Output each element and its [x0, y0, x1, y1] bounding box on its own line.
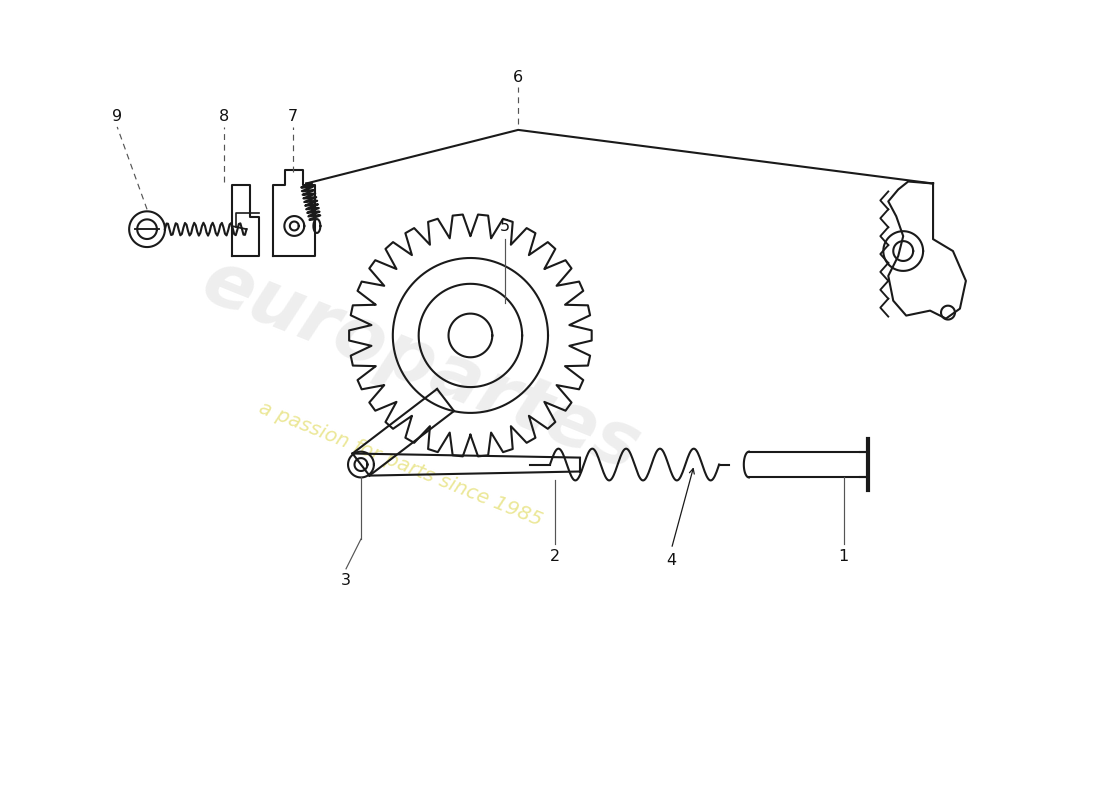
Text: 7: 7 [288, 110, 298, 125]
Text: 2: 2 [550, 550, 560, 565]
Text: 4: 4 [667, 554, 676, 568]
Text: 3: 3 [341, 574, 351, 588]
Text: a passion for parts since 1985: a passion for parts since 1985 [256, 399, 546, 530]
Text: 9: 9 [112, 110, 122, 125]
Text: europartes: europartes [191, 244, 650, 486]
Text: 6: 6 [513, 70, 524, 85]
Text: 5: 5 [500, 218, 510, 234]
Text: 1: 1 [838, 550, 848, 565]
Text: 8: 8 [219, 110, 229, 125]
